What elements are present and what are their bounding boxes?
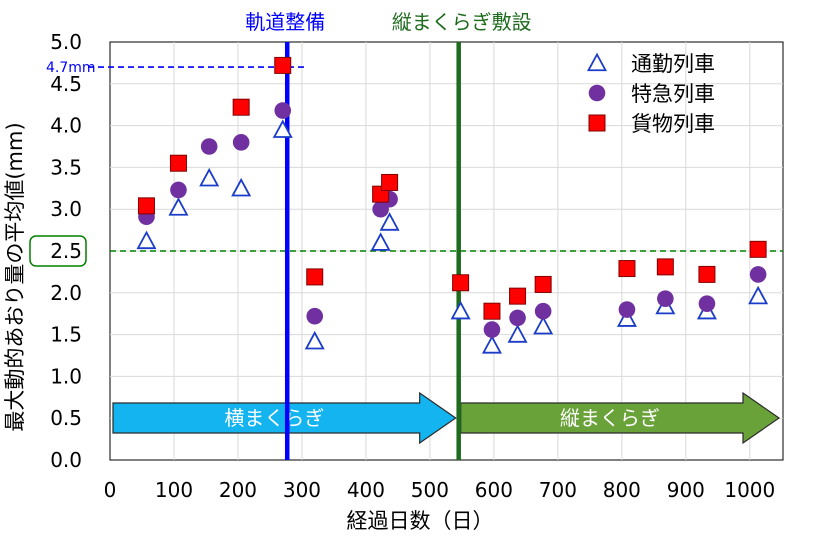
legend-label: 通勤列車 xyxy=(631,52,715,76)
y-tick-label: 2.0 xyxy=(50,281,82,305)
square-marker xyxy=(169,154,187,172)
triangle-marker xyxy=(304,330,325,350)
triangle-marker xyxy=(136,230,157,250)
legend-label: 特急列車 xyxy=(631,82,715,106)
legend-label: 貨物列車 xyxy=(631,112,715,136)
triangle-marker xyxy=(231,177,252,197)
triangle-marker xyxy=(450,300,471,320)
triangle-marker xyxy=(168,197,189,216)
x-tick-label: 300 xyxy=(283,478,321,502)
square-marker xyxy=(452,274,470,292)
arrows: 横まくらぎ 縦まくらぎ xyxy=(112,391,781,445)
arrow-label: 縦まくらぎ xyxy=(560,406,660,430)
legend-square-marker xyxy=(588,114,606,132)
triangle-marker xyxy=(272,119,293,138)
x-tick-label: 500 xyxy=(411,478,449,502)
circle-marker xyxy=(698,295,716,312)
x-tick-label: 800 xyxy=(603,478,641,502)
square-marker xyxy=(618,260,636,278)
x-tick-label: 100 xyxy=(155,478,193,502)
vertical-line-label: 軌道整備 xyxy=(245,10,325,34)
x-tick-label: 0 xyxy=(104,478,117,502)
circle-marker xyxy=(274,102,292,119)
x-tick-label: 400 xyxy=(347,478,385,502)
arrow-shape xyxy=(112,391,457,445)
y-tick-label: 0.0 xyxy=(50,448,82,472)
x-tick-label: 700 xyxy=(539,478,577,502)
y-tick-label: 4.0 xyxy=(50,114,82,138)
x-tick-label: 900 xyxy=(667,478,705,502)
y-tick-label: 4.5 xyxy=(50,72,82,96)
square-marker xyxy=(306,268,324,286)
legend-circle-marker xyxy=(588,84,606,102)
x-tick-label: 1000 xyxy=(724,478,775,502)
reference-label-4-7: 4.7mm xyxy=(46,60,96,76)
data-points xyxy=(136,56,769,354)
square-marker xyxy=(534,275,552,293)
x-tick-label: 200 xyxy=(219,478,257,502)
y-tick-label: 0.5 xyxy=(50,406,82,430)
arrow-shape xyxy=(460,391,781,445)
circle-marker xyxy=(534,302,552,320)
circle-marker xyxy=(618,301,636,318)
x-tick-label: 600 xyxy=(475,478,513,502)
square-marker xyxy=(656,258,674,276)
square-marker xyxy=(749,240,767,258)
triangle-marker xyxy=(379,212,400,231)
square-marker xyxy=(483,302,501,320)
triangle-marker xyxy=(616,308,637,327)
circle-marker xyxy=(509,309,526,327)
square-marker xyxy=(274,56,292,74)
reference-lines: 4.7mm xyxy=(29,60,783,267)
circle-marker xyxy=(170,181,187,199)
triangle-marker xyxy=(533,315,554,335)
arrow-label: 横まくらぎ xyxy=(224,406,324,430)
triangle-marker xyxy=(370,232,391,251)
circle-marker xyxy=(483,321,501,338)
triangle-marker xyxy=(199,167,220,187)
circle-marker xyxy=(232,134,250,151)
legend-triangle-marker xyxy=(586,52,608,72)
tick-labels: 0 100 200 300 400 500 600 700 800 900 1000 0.0 0.5 1.… xyxy=(50,30,775,502)
circle-marker xyxy=(306,307,324,325)
circle-marker xyxy=(749,266,767,283)
y-axis-label: 最大動的あおり量の平均値(mm) xyxy=(3,122,27,431)
triangle-marker xyxy=(481,335,502,354)
square-marker xyxy=(137,197,155,215)
y-tick-label: 3.5 xyxy=(50,155,82,179)
y-tick-label: 3.0 xyxy=(50,197,82,221)
y-tick-label: 1.0 xyxy=(50,364,82,388)
y-tick-label: 2.5 xyxy=(50,239,82,263)
square-marker xyxy=(509,287,527,305)
y-tick-label: 5.0 xyxy=(50,30,82,54)
circle-marker xyxy=(657,290,674,307)
vertical-line-label: 縦まくらぎ敷設 xyxy=(392,10,532,34)
x-axis-label: 経過日数（日） xyxy=(347,509,494,533)
triangle-marker xyxy=(748,285,769,305)
triangle-marker xyxy=(507,324,528,343)
reference-box-2-5 xyxy=(29,235,87,267)
square-marker xyxy=(698,265,716,283)
square-marker xyxy=(381,173,399,191)
circle-marker xyxy=(200,138,218,155)
square-marker xyxy=(232,98,250,116)
y-tick-label: 1.5 xyxy=(50,323,82,347)
